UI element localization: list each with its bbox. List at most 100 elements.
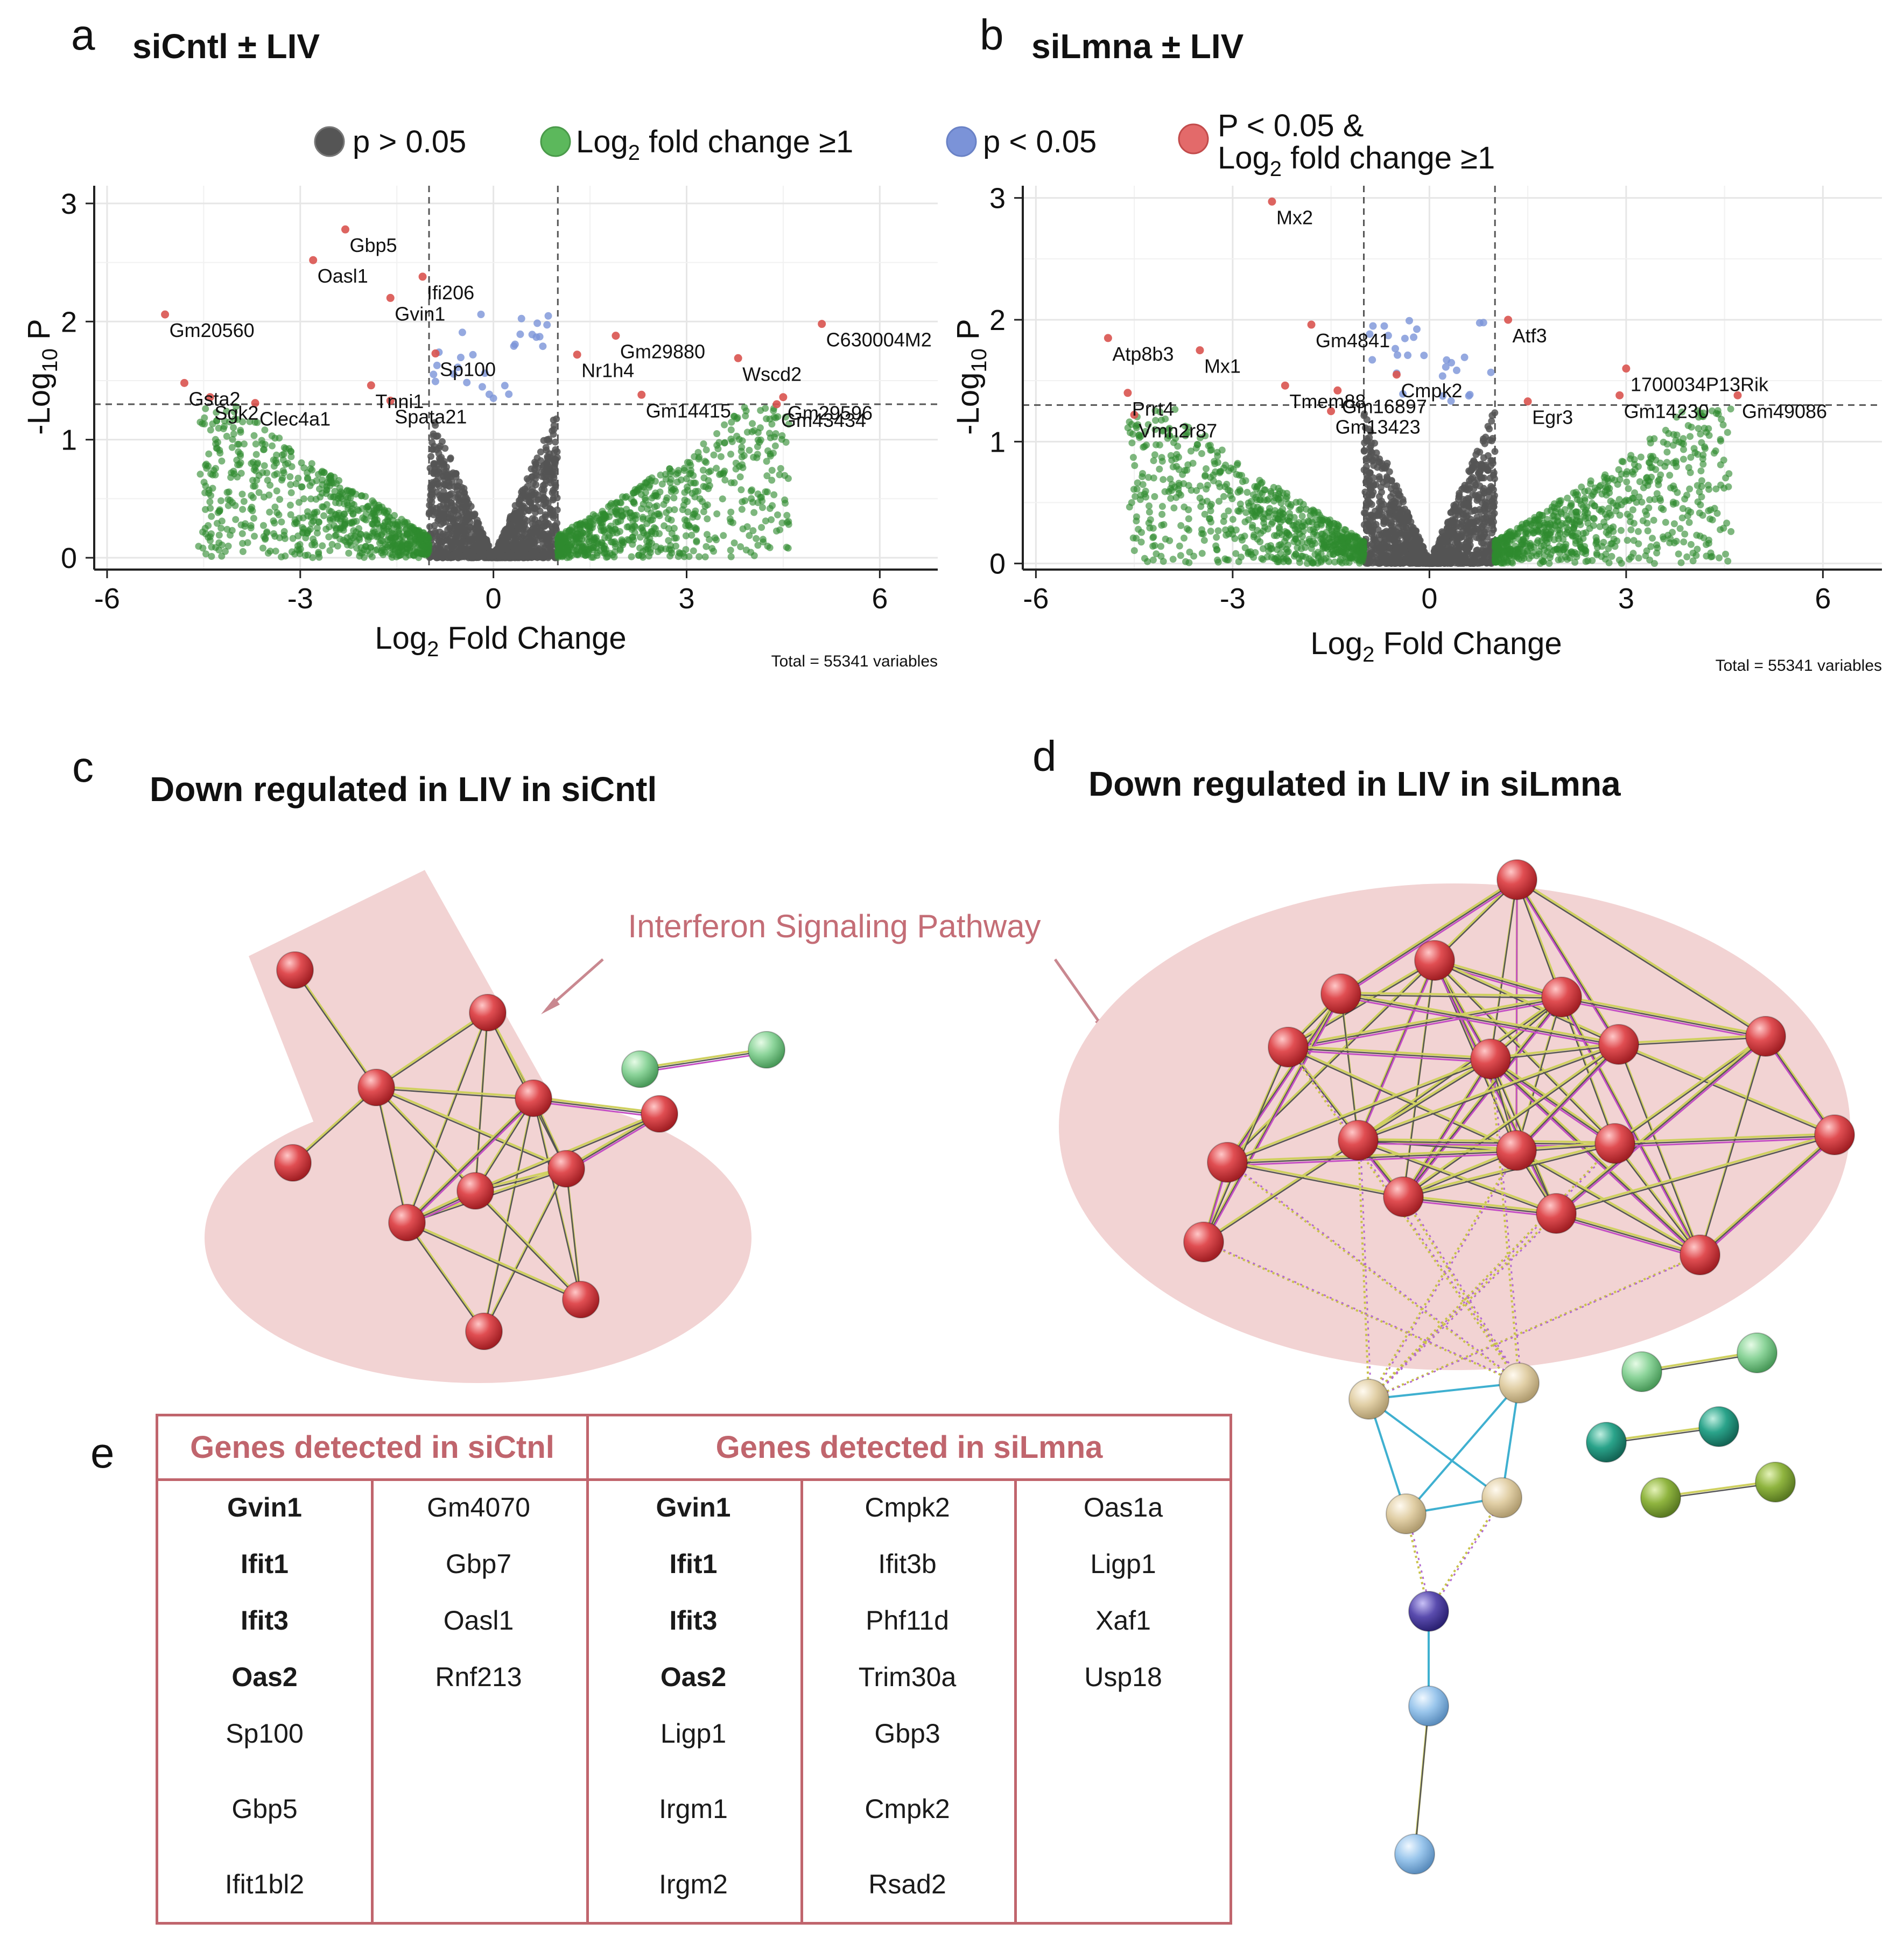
- data-point-fc: [688, 531, 695, 539]
- data-point-fc: [1256, 538, 1264, 545]
- data-point-fc: [754, 443, 761, 451]
- data-point-ns: [1439, 547, 1447, 555]
- data-point-fc: [237, 429, 244, 436]
- data-point-fc: [1593, 550, 1600, 557]
- data-point-fc: [230, 424, 237, 431]
- data-point-fc: [700, 474, 708, 482]
- data-point-fc: [1198, 550, 1206, 557]
- data-point-ns: [547, 454, 555, 462]
- data-point-fc: [291, 520, 298, 528]
- data-point-fc: [241, 440, 248, 448]
- data-point-fc: [322, 490, 330, 497]
- data-point-fc: [1623, 478, 1631, 486]
- data-point-p: [516, 330, 524, 338]
- data-point-fc: [280, 451, 287, 458]
- data-point-fc: [1138, 529, 1145, 536]
- data-point-ns: [475, 535, 483, 543]
- data-point-fc: [214, 439, 221, 446]
- data-point-significant: [180, 378, 188, 387]
- data-point-ns: [538, 473, 546, 480]
- data-point-fc: [699, 498, 706, 506]
- data-point-fc: [643, 537, 650, 545]
- data-point-fc: [673, 478, 681, 486]
- data-point-fc: [1207, 518, 1214, 526]
- data-point-fc: [638, 552, 646, 559]
- data-point-fc: [1263, 553, 1271, 560]
- data-point-fc: [1680, 538, 1688, 546]
- data-point-ns: [453, 533, 460, 541]
- data-point-fc: [617, 499, 624, 507]
- legend: p > 0.05 Log2 fold change ≥1 p < 0.05 P …: [314, 108, 1495, 181]
- data-point-fc: [1676, 525, 1684, 532]
- data-point-fc: [692, 479, 699, 487]
- x-tick-label: -6: [94, 583, 120, 615]
- data-point-fc: [1624, 537, 1631, 544]
- data-point-fc: [676, 549, 683, 556]
- data-point-fc: [340, 510, 348, 518]
- data-point-ns: [426, 523, 433, 530]
- data-point-fc: [702, 543, 710, 550]
- data-point-fc: [657, 546, 664, 553]
- data-point-ns: [508, 514, 515, 522]
- data-point-fc: [665, 537, 672, 544]
- data-point-fc: [1189, 460, 1197, 467]
- data-point-fc: [270, 517, 277, 524]
- data-point-fc: [783, 518, 791, 526]
- data-point-ns: [1480, 485, 1487, 492]
- data-point-fc: [754, 490, 762, 497]
- data-point-fc: [1213, 546, 1220, 553]
- data-point-ns: [1484, 423, 1492, 430]
- data-point-fc: [753, 535, 760, 542]
- data-point-p: [458, 328, 466, 336]
- data-point-ns: [429, 479, 437, 486]
- legend-p-label: p < 0.05: [983, 124, 1097, 159]
- data-point-fc: [200, 479, 208, 486]
- data-point-ns: [1491, 475, 1498, 482]
- data-point-fc: [737, 447, 745, 455]
- data-point-fc: [754, 429, 762, 436]
- data-point-fc: [1146, 524, 1154, 532]
- data-point-ns: [519, 550, 526, 558]
- data-point-ns: [456, 515, 463, 522]
- data-point-fc: [701, 458, 709, 465]
- data-point-ns: [432, 422, 439, 429]
- data-point-ns: [542, 444, 550, 451]
- data-point-fc: [399, 548, 406, 555]
- data-point-ns: [481, 536, 488, 543]
- data-point-fc: [404, 530, 411, 538]
- data-point-ns: [1408, 545, 1415, 553]
- data-point-fc: [271, 503, 279, 511]
- data-point-fc: [1128, 439, 1136, 447]
- data-point-fc: [757, 436, 764, 444]
- data-point-fc: [279, 474, 286, 482]
- data-point-ns: [1393, 556, 1401, 563]
- data-point-fc: [693, 537, 700, 545]
- data-point-ns: [539, 489, 547, 497]
- data-point-ns: [1389, 523, 1396, 530]
- data-point-fc: [379, 537, 387, 545]
- data-point-fc: [565, 528, 573, 535]
- data-point-fc: [777, 465, 784, 472]
- data-point-ns: [1439, 529, 1446, 537]
- data-point-fc: [607, 538, 615, 546]
- data-point-fc: [1687, 433, 1694, 440]
- data-point-fc: [254, 459, 262, 467]
- data-point-ns: [1386, 559, 1393, 567]
- data-point-fc: [208, 513, 215, 520]
- data-point-ns: [1362, 510, 1369, 517]
- data-point-fc: [1241, 532, 1248, 540]
- data-point-fc: [1660, 438, 1667, 446]
- data-point-fc: [250, 515, 257, 522]
- data-point-ns: [1404, 513, 1412, 520]
- data-point-fc: [747, 487, 755, 495]
- data-point-ns: [1471, 507, 1478, 515]
- data-point-fc: [1305, 536, 1313, 543]
- data-point-fc: [207, 504, 214, 512]
- data-point-ns: [1378, 541, 1386, 548]
- data-point-ns: [431, 460, 438, 467]
- data-point-fc: [727, 426, 735, 433]
- data-point-ns: [459, 504, 467, 511]
- data-point-p: [536, 333, 544, 341]
- data-point-fc: [1197, 482, 1204, 490]
